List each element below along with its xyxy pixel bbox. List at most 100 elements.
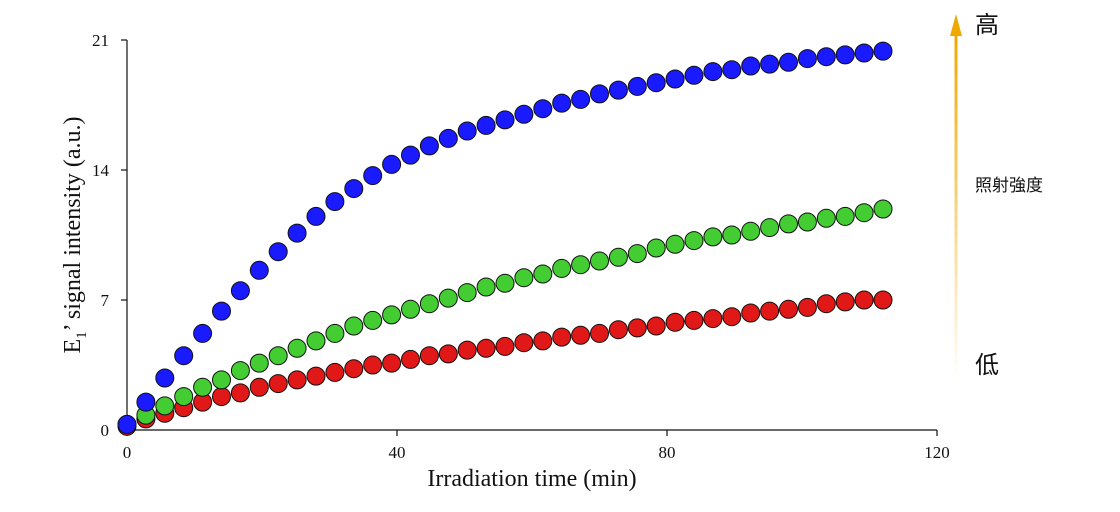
data-point-blue [193, 323, 213, 343]
data-point-blue [590, 84, 609, 104]
data-point-green [760, 218, 780, 238]
data-point-green [249, 353, 269, 373]
intensity-middle-label: 照射強度 [975, 176, 1043, 196]
x-tick-label: 40 [389, 443, 406, 462]
data-point-blue [627, 76, 647, 96]
data-point-blue [325, 192, 345, 212]
data-point-blue [438, 128, 458, 148]
x-tick-label: 80 [659, 443, 676, 462]
data-point-green [476, 277, 496, 297]
data-point-green [457, 283, 477, 303]
data-series-layer [117, 41, 893, 436]
data-point-red [495, 336, 515, 356]
data-point-green [155, 396, 175, 416]
data-point-red [741, 303, 761, 323]
data-point-blue [230, 281, 250, 301]
y-tick-label: 14 [92, 161, 110, 180]
data-point-red [646, 316, 666, 336]
y-tick-label: 7 [101, 291, 110, 310]
data-point-blue [212, 301, 231, 321]
data-point-red [873, 290, 893, 310]
data-point-red [760, 301, 780, 321]
data-point-green [363, 310, 383, 330]
data-point-blue [382, 154, 402, 174]
data-point-red [779, 299, 798, 319]
x-tick-label: 120 [924, 443, 950, 462]
data-point-blue [873, 41, 893, 61]
data-point-red [419, 346, 439, 366]
y-tick-label: 21 [92, 31, 109, 50]
data-point-red [344, 359, 364, 379]
data-point-red [212, 387, 231, 407]
data-point-red [665, 312, 685, 332]
data-point-green [212, 370, 231, 390]
intensity-high-label: 高 [975, 11, 999, 39]
data-point-green [230, 361, 250, 381]
data-point-red [703, 309, 723, 329]
y-axis-title-rest: ’ signal intensity (a.u.) [60, 116, 86, 331]
data-point-blue [287, 223, 307, 243]
data-point-green [684, 231, 704, 251]
data-point-green [627, 244, 647, 264]
data-point-red [401, 349, 420, 369]
data-point-green [419, 294, 439, 314]
series-blue [117, 41, 893, 434]
data-point-blue [419, 136, 439, 156]
series-red [117, 290, 893, 436]
data-point-blue [306, 206, 326, 226]
data-point-blue [476, 115, 496, 135]
data-point-green [401, 299, 420, 319]
data-point-green [816, 208, 836, 228]
data-point-green [722, 225, 742, 245]
data-point-red [627, 318, 647, 338]
data-point-green [344, 316, 364, 336]
intensity-indicator: 高 照射強度 低 [950, 11, 1043, 380]
data-point-blue [344, 179, 364, 199]
data-point-blue [722, 60, 742, 80]
data-point-blue [684, 65, 704, 85]
data-point-red [268, 374, 288, 394]
data-point-red [363, 355, 383, 375]
data-point-blue [514, 104, 534, 124]
data-point-red [306, 366, 326, 386]
data-point-green [174, 387, 194, 407]
data-point-green [325, 323, 345, 343]
data-point-red [552, 327, 572, 347]
data-point-green [268, 346, 288, 366]
data-point-green [590, 251, 609, 271]
data-point-blue [533, 99, 553, 119]
data-point-red [571, 325, 591, 345]
data-point-red [533, 331, 553, 351]
data-point-green [797, 212, 817, 232]
data-point-blue [608, 80, 628, 100]
data-point-red [230, 383, 250, 403]
data-point-red [722, 307, 742, 327]
data-point-green [608, 247, 628, 267]
data-point-blue [835, 45, 855, 65]
data-point-green [438, 288, 458, 308]
data-point-red [476, 338, 496, 358]
y-axis-title: E1’ signal intensity (a.u.) [60, 116, 90, 353]
x-tick-label: 0 [123, 443, 132, 462]
data-point-blue [646, 73, 666, 93]
data-point-blue [703, 62, 723, 82]
y-axis-title-subscript: 1 [74, 331, 90, 339]
data-point-green [306, 331, 326, 351]
data-point-blue [797, 49, 817, 69]
series-green [117, 199, 893, 434]
data-point-blue [816, 47, 836, 67]
y-axis-ticks: 0 7 14 21 [92, 31, 127, 440]
x-axis-title: Irradiation time (min) [427, 466, 636, 492]
data-point-red [325, 362, 345, 382]
data-point-blue [457, 121, 477, 141]
y-tick-label: 0 [101, 421, 110, 440]
data-point-green [779, 214, 798, 234]
intensity-low-label: 低 [975, 351, 999, 379]
y-axis-title-main: E [60, 339, 86, 354]
data-point-blue [495, 110, 515, 130]
data-point-blue [854, 43, 874, 63]
data-point-blue [571, 89, 591, 109]
data-point-red [457, 340, 477, 360]
